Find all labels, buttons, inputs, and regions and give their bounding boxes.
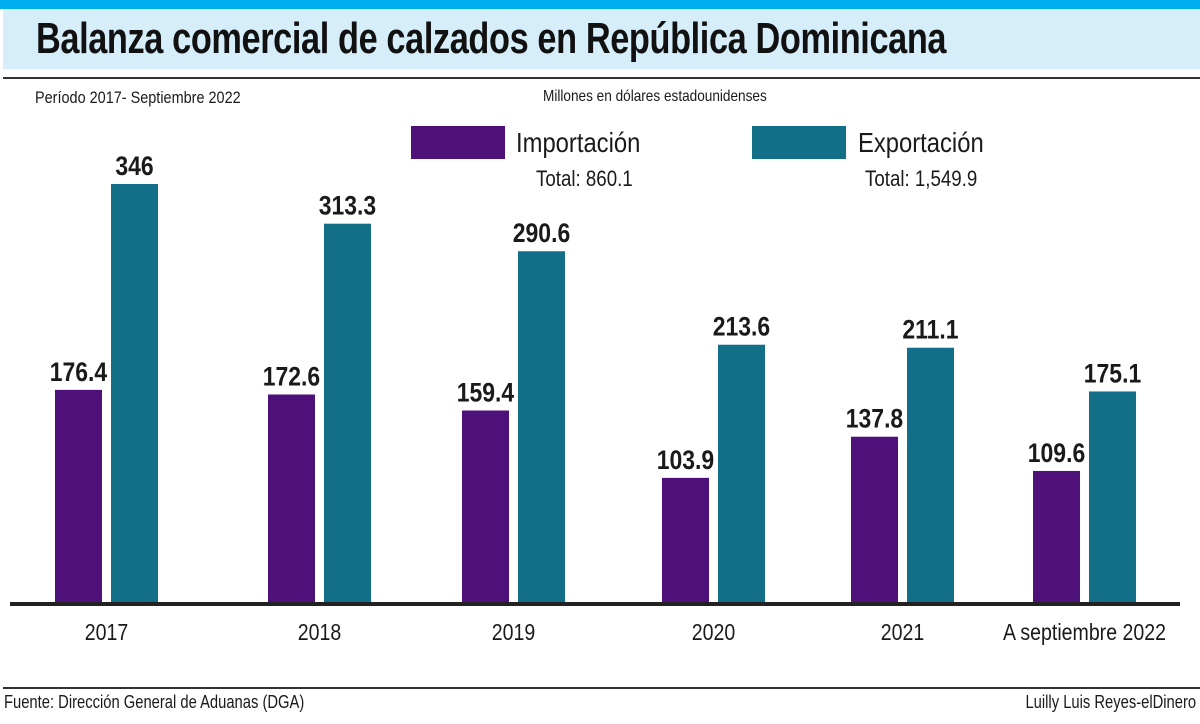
x-tick-label: 2019 — [492, 620, 535, 646]
data-label: 176.4 — [50, 357, 107, 387]
bar-exportacion — [324, 223, 371, 604]
data-label: 109.6 — [1028, 438, 1085, 468]
data-label: 346 — [115, 151, 153, 181]
bar-importacion — [462, 410, 509, 604]
data-label: 213.6 — [713, 312, 770, 342]
x-tick-label: 2020 — [692, 620, 736, 646]
legend-swatch-exportacion — [752, 126, 846, 159]
data-label: 175.1 — [1084, 359, 1141, 389]
title-band — [3, 9, 1200, 69]
x-tick-label: 2021 — [881, 620, 924, 646]
bar-importacion — [1033, 470, 1080, 604]
data-label: 313.3 — [319, 191, 376, 221]
units-label: Millones en dólares estadounidenses — [543, 88, 767, 105]
bar-importacion — [851, 436, 898, 604]
x-tick-label: 2018 — [298, 620, 341, 646]
header-divider — [3, 77, 1200, 79]
data-label: 137.8 — [846, 404, 903, 434]
bar-importacion — [662, 477, 709, 604]
period-label: Período 2017- Septiembre 2022 — [35, 88, 241, 107]
data-label: 172.6 — [263, 362, 320, 392]
x-tick-label: 2017 — [85, 620, 128, 646]
footer-divider — [3, 687, 1200, 689]
bar-exportacion — [1089, 391, 1136, 604]
x-axis-baseline — [10, 602, 1180, 606]
data-label: 290.6 — [513, 219, 570, 249]
data-label: 159.4 — [457, 378, 514, 408]
title-accent-strip — [0, 0, 1200, 9]
bar-importacion — [55, 389, 102, 604]
bar-exportacion — [111, 184, 158, 604]
data-label: 211.1 — [902, 315, 958, 345]
legend-total-exportacion: Total: 1,549.9 — [865, 166, 978, 191]
legend-label-exportacion: Exportación — [858, 127, 984, 158]
source-note: Fuente: Dirección General de Aduanas (DG… — [4, 692, 305, 712]
legend-label-importacion: Importación — [516, 127, 641, 158]
legend-total-importacion: Total: 860.1 — [536, 166, 633, 191]
chart-title: Balanza comercial de calzados en Repúbli… — [36, 14, 947, 63]
data-label: 103.9 — [657, 445, 714, 475]
legend-swatch-importacion — [411, 126, 505, 159]
x-tick-label: A septiembre 2022 — [1003, 620, 1166, 646]
bar-exportacion — [718, 344, 765, 604]
bar-exportacion — [907, 347, 954, 604]
credit-note: Luilly Luis Reyes-elDinero — [1025, 692, 1196, 712]
bar-exportacion — [518, 251, 565, 605]
bar-importacion — [268, 394, 315, 604]
